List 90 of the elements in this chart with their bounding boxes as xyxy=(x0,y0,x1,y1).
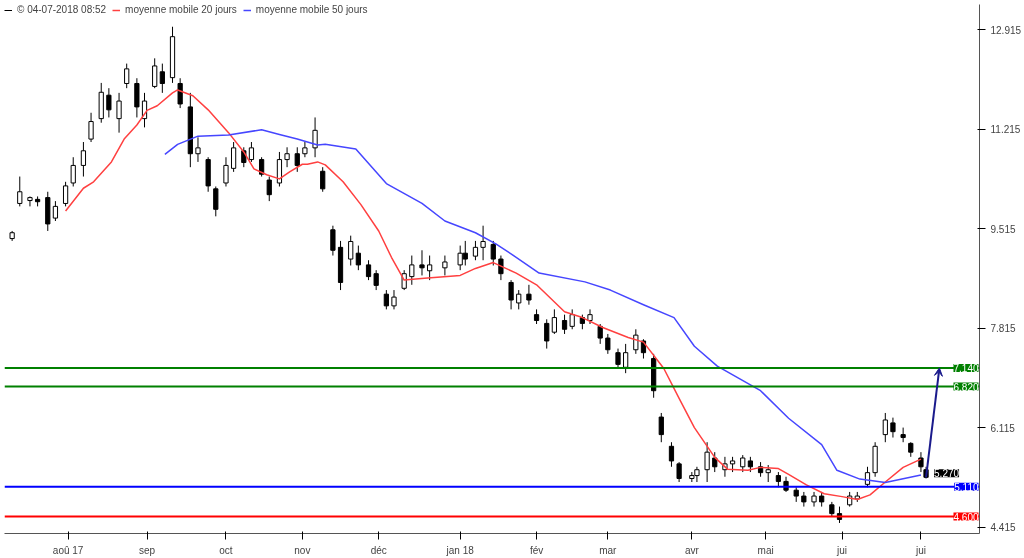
candlestick xyxy=(17,176,23,207)
candlestick xyxy=(668,441,675,468)
x-tick-label: oct xyxy=(219,544,233,556)
candlestick xyxy=(676,461,682,483)
x-tick-label: mar xyxy=(599,544,618,556)
candlestick xyxy=(302,141,308,158)
candlestick xyxy=(391,289,397,310)
candlestick xyxy=(633,328,639,355)
candlestick xyxy=(561,314,568,335)
candlestick xyxy=(498,255,504,281)
y-tick-label: 7.815 xyxy=(990,323,1016,335)
candlestick xyxy=(427,255,433,281)
x-tick-label: déc xyxy=(370,544,387,556)
x-tick-label: jan 18 xyxy=(445,544,475,556)
candlestick xyxy=(320,166,326,193)
candlestick xyxy=(195,136,201,163)
candlestick xyxy=(312,116,318,158)
legend-label: © 04-07-2018 08:52 xyxy=(17,4,107,15)
candlestick xyxy=(605,333,611,355)
x-tick-label: sep xyxy=(139,544,156,556)
candlestick xyxy=(52,200,59,222)
candlestick xyxy=(230,141,237,173)
candlestick xyxy=(124,63,130,89)
candlestick xyxy=(88,112,94,143)
candlestick xyxy=(62,181,69,207)
candlestick xyxy=(480,225,486,261)
candlestick xyxy=(551,308,557,335)
candlestick xyxy=(472,240,479,261)
y-tick-label: 4.415 xyxy=(990,522,1016,534)
y-tick-label: 6.115 xyxy=(990,422,1016,434)
candlestick xyxy=(516,289,522,310)
candlestick xyxy=(177,77,183,109)
candlestick xyxy=(569,308,575,330)
candlestick xyxy=(355,245,361,271)
candlestick xyxy=(70,156,76,187)
candlestick xyxy=(152,57,158,89)
candlestick xyxy=(266,176,272,202)
candlestick xyxy=(284,146,290,168)
candlestick xyxy=(294,146,300,173)
x-tick-label: fév xyxy=(529,544,544,556)
candlestick xyxy=(106,87,112,118)
candlestick xyxy=(27,195,33,207)
candlestick xyxy=(658,412,664,443)
candlestick xyxy=(623,343,629,374)
candlestick xyxy=(597,323,603,345)
ref-line-label: 6.820 xyxy=(953,381,979,393)
ref-line-label: 7.140 xyxy=(953,362,979,374)
candlestick xyxy=(526,284,532,306)
y-tick-label: 11.215 xyxy=(990,124,1021,136)
candlestick xyxy=(615,348,621,369)
candlestick xyxy=(490,240,496,266)
candlestick xyxy=(508,279,514,310)
candlestick xyxy=(587,308,593,325)
candlestick xyxy=(134,77,140,118)
candlestick xyxy=(223,156,229,187)
candlestick xyxy=(330,225,336,257)
ref-line-label: 5.110 xyxy=(954,481,979,493)
candlestick xyxy=(419,249,425,276)
x-tick-label: nov xyxy=(294,544,311,556)
candlestick xyxy=(80,141,87,178)
legend-label: moyenne mobile 20 jours xyxy=(125,4,237,15)
x-tick-label: mai xyxy=(757,544,774,556)
candlestick xyxy=(213,185,219,217)
x-tick-label: avr xyxy=(684,544,700,556)
candlestick xyxy=(900,427,906,443)
candlestick xyxy=(373,269,379,291)
candlestick xyxy=(890,417,896,439)
line-series xyxy=(164,128,922,484)
y-tick-label: 12.915 xyxy=(990,24,1022,36)
candlestick xyxy=(811,491,817,508)
candlestick xyxy=(712,451,718,473)
candlestick xyxy=(276,151,283,187)
candlestick xyxy=(116,92,122,134)
candlestick xyxy=(383,289,389,310)
candlestick xyxy=(704,441,710,483)
legend-label: moyenne mobile 50 jours xyxy=(255,4,368,15)
x-tick-label: jui xyxy=(836,544,848,556)
candlestick xyxy=(248,141,255,163)
candlestick xyxy=(348,235,354,266)
candlestick xyxy=(442,255,448,276)
candlestick xyxy=(882,412,888,443)
x-tick-label: jui xyxy=(914,544,926,556)
y-tick-label: 9.515 xyxy=(990,223,1016,235)
ref-line-label: 4.600 xyxy=(953,511,979,523)
candlestick xyxy=(159,63,165,94)
candlestick xyxy=(365,259,372,281)
candlestick xyxy=(544,318,550,350)
x-tick-label: aoû 17 xyxy=(52,544,84,556)
candlestick xyxy=(409,255,415,286)
annotation: 5.270 xyxy=(934,468,960,480)
